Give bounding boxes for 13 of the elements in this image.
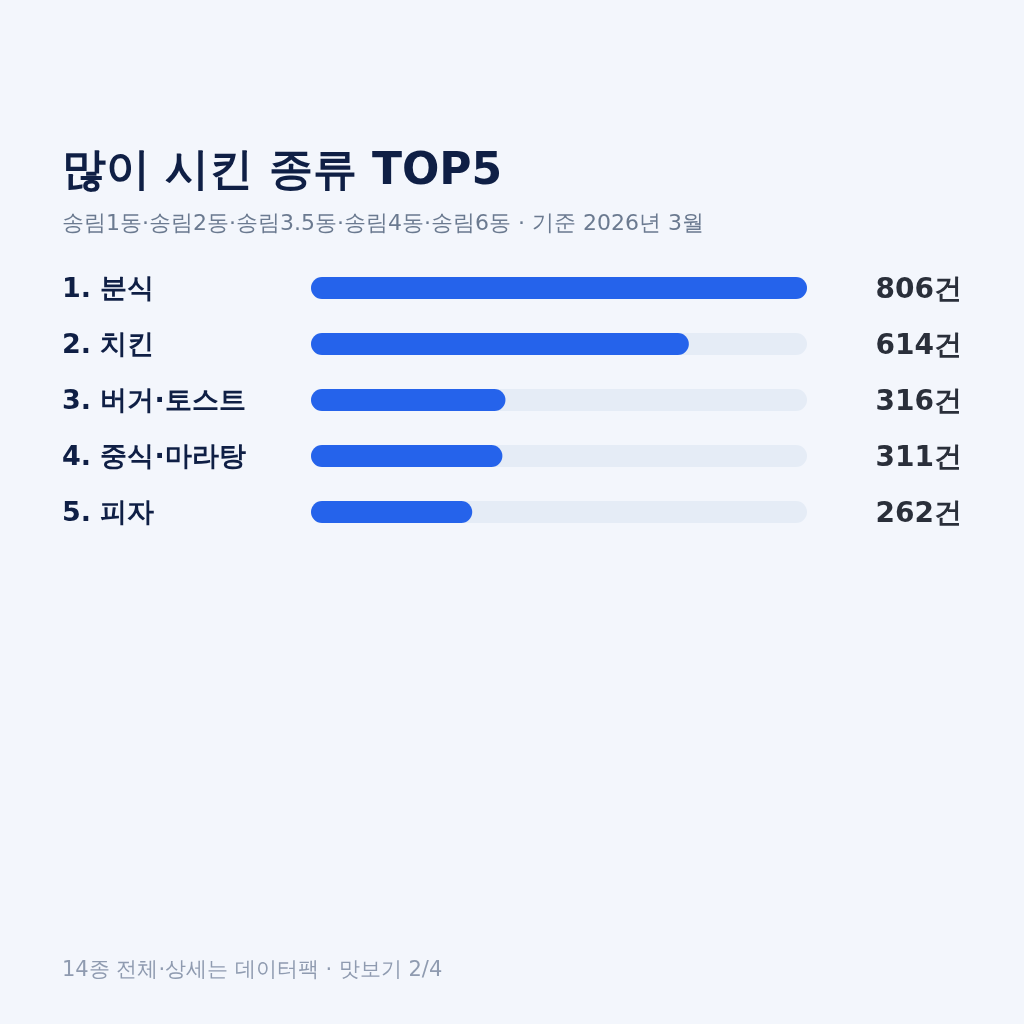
y-tick-label: 3. 버거·토스트 xyxy=(62,384,246,415)
data-label: 806건 xyxy=(875,272,962,305)
data-label: 311건 xyxy=(875,440,962,473)
chart-subtitle: 송림1동·송림2동·송림3.5동·송림4동·송림6동 · 기준 2026년 3월 xyxy=(62,210,704,235)
chart-title: 많이 시킨 종류 TOP5 xyxy=(62,143,503,194)
data-label: 262건 xyxy=(875,496,962,529)
text: 14종 전체·상세는 데이터팩 · 맛보기 2/4 xyxy=(62,957,443,981)
data-label: 614건 xyxy=(875,328,962,361)
y-tick-label: 1. 분식 xyxy=(62,272,155,303)
data-label: 316건 xyxy=(875,384,962,417)
y-tick-label: 5. 피자 xyxy=(62,496,155,527)
y-tick-label: 2. 치킨 xyxy=(62,328,155,359)
y-tick-label: 4. 중식·마라탕 xyxy=(62,440,246,471)
